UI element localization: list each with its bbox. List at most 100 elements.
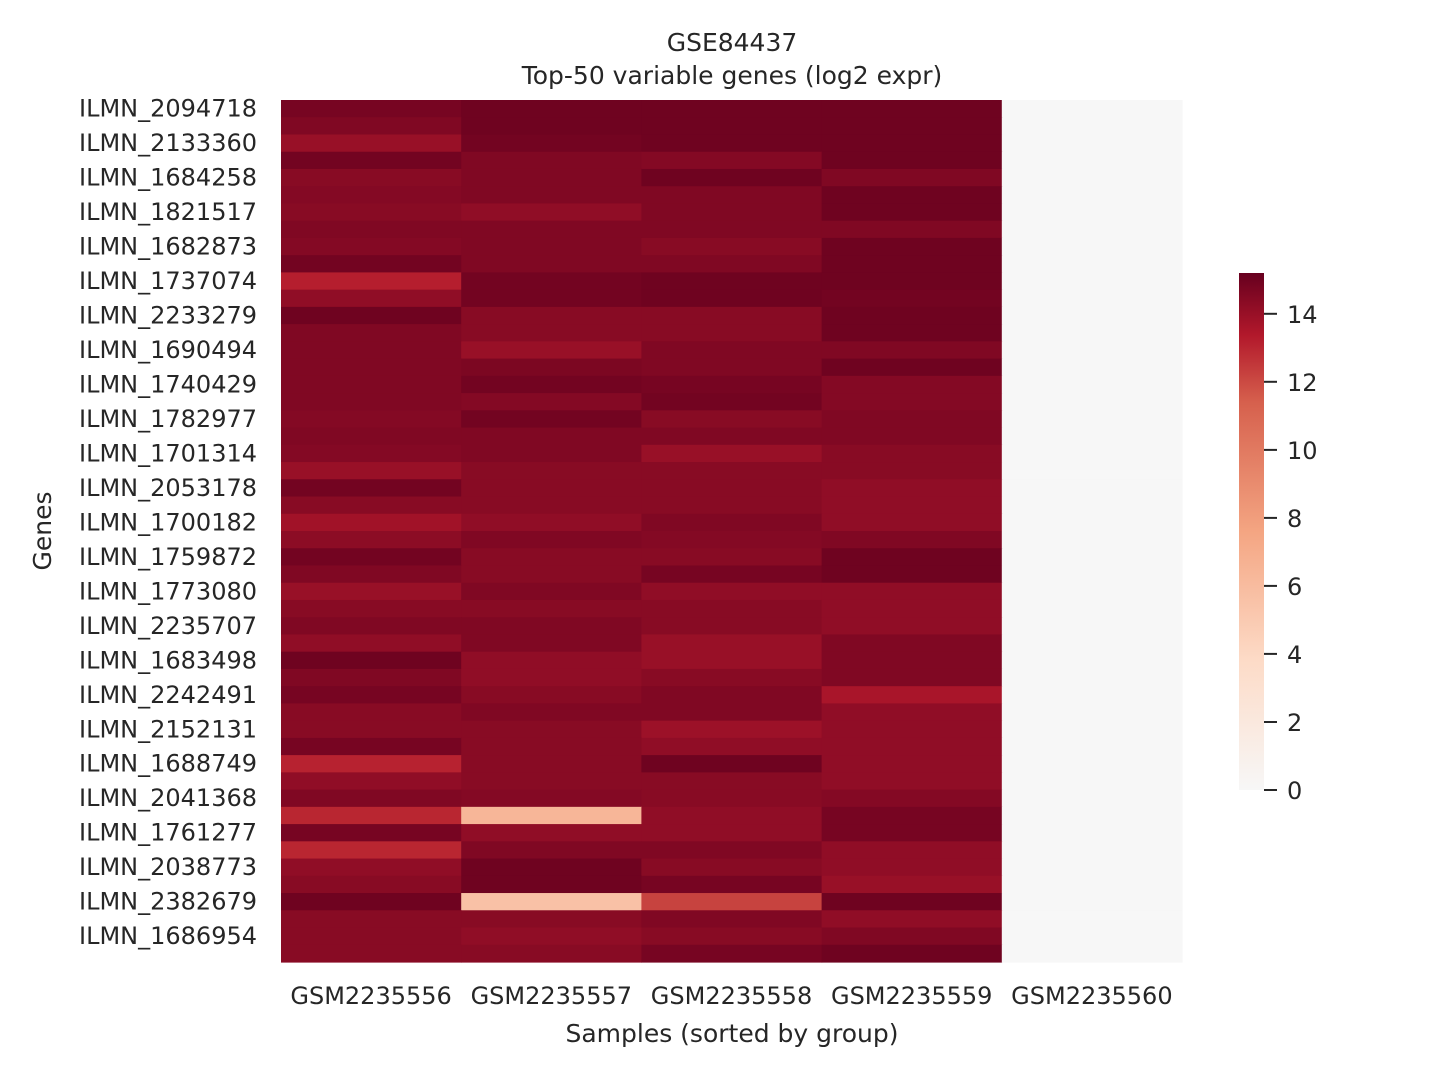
- heatmap-cell: [1001, 479, 1183, 498]
- y-tick-label: ILMN_1690494: [79, 336, 257, 364]
- heatmap-cell: [821, 462, 1003, 480]
- heatmap-cell: [461, 755, 642, 773]
- heatmap-cell: [641, 772, 823, 791]
- heatmap-cell: [641, 617, 823, 636]
- heatmap-cell: [641, 720, 823, 739]
- heatmap-cell: [461, 237, 642, 256]
- heatmap-cell: [641, 565, 823, 584]
- y-tick-label: ILMN_1700182: [79, 508, 257, 536]
- heatmap-cell: [281, 599, 462, 618]
- heatmap-cell: [641, 634, 823, 653]
- heatmap-cell: [1001, 893, 1183, 911]
- heatmap-cell: [1001, 703, 1183, 722]
- heatmap-cell: [461, 668, 642, 687]
- y-tick-label: ILMN_1759872: [79, 543, 257, 571]
- heatmap-cell: [821, 737, 1003, 756]
- heatmap-cell: [821, 893, 1003, 911]
- x-tick-labels: GSM2235556 GSM2235557 GSM2235558 GSM2235559…: [290, 982, 1172, 1010]
- heatmap-cell: [461, 824, 642, 842]
- heatmap-cell: [281, 410, 462, 429]
- heatmap-cell: [641, 910, 823, 929]
- y-tick-label: ILMN_2133360: [79, 129, 257, 157]
- heatmap-cell: [461, 737, 642, 756]
- heatmap-cell: [1001, 824, 1183, 842]
- heatmap-cell: [641, 479, 823, 498]
- heatmap-cell: [1001, 272, 1183, 291]
- heatmap-cell: [641, 237, 823, 256]
- heatmap-cell: [281, 824, 462, 842]
- heatmap-cell: [821, 789, 1003, 808]
- heatmap-cell: [641, 341, 823, 360]
- heatmap-cell: [1001, 151, 1183, 170]
- heatmap-cell: [1001, 513, 1183, 532]
- heatmap-cell: [641, 806, 823, 825]
- y-tick-label: ILMN_2053178: [79, 474, 257, 502]
- heatmap-cell: [461, 875, 642, 894]
- heatmap-cell: [641, 548, 823, 567]
- heatmap-cell: [1001, 599, 1183, 618]
- heatmap-cell: [1001, 100, 1183, 118]
- heatmap-cell: [281, 220, 462, 239]
- heatmap-cell: [281, 151, 462, 170]
- heatmap-cell: [461, 634, 642, 653]
- heatmap-cell: [1001, 496, 1183, 515]
- heatmap-cell: [1001, 462, 1183, 480]
- heatmap-cell: [281, 462, 462, 480]
- heatmap-cell: [461, 444, 642, 463]
- heatmap-cell: [281, 100, 462, 118]
- heatmap-cell: [641, 375, 823, 394]
- heatmap-cell: [281, 117, 462, 136]
- heatmap-cell: [641, 289, 823, 308]
- x-tick-label: GSM2235559: [831, 982, 992, 1010]
- heatmap-cell: [281, 841, 462, 860]
- heatmap-cell: [821, 548, 1003, 567]
- heatmap-cell: [641, 427, 823, 446]
- heatmap-cell: [281, 634, 462, 653]
- heatmap-cell: [281, 703, 462, 722]
- heatmap-cell: [281, 324, 462, 342]
- heatmap-cell: [641, 531, 823, 549]
- heatmap-cell: [461, 427, 642, 446]
- y-tick-label: ILMN_1686954: [79, 922, 257, 950]
- heatmap-cell: [1001, 668, 1183, 687]
- heatmap-cell: [281, 617, 462, 636]
- heatmap-cell: [1001, 582, 1183, 601]
- heatmap-cell: [281, 875, 462, 894]
- heatmap-cell: [281, 341, 462, 360]
- heatmap-cell: [821, 668, 1003, 687]
- heatmap-cell: [821, 651, 1003, 670]
- heatmap-cell: [821, 496, 1003, 515]
- heatmap-cell: [1001, 341, 1183, 360]
- heatmap-cell: [641, 255, 823, 273]
- colorbar-tick-label: 2: [1287, 709, 1302, 737]
- heatmap-cell: [461, 910, 642, 929]
- heatmap-cell: [641, 599, 823, 618]
- heatmap-cell: [821, 324, 1003, 342]
- heatmap-cell: [821, 427, 1003, 446]
- heatmap-cell: [281, 720, 462, 739]
- heatmap-cell: [281, 910, 462, 929]
- heatmap-cell: [281, 289, 462, 308]
- heatmap-cell: [821, 531, 1003, 549]
- heatmap-cell: [641, 168, 823, 187]
- heatmap-cell: [281, 548, 462, 567]
- heatmap-cell: [281, 806, 462, 825]
- heatmap-cell: [461, 599, 642, 618]
- heatmap-cell: [281, 496, 462, 515]
- heatmap-cell: [821, 100, 1003, 118]
- heatmap-cell: [821, 824, 1003, 842]
- colorbar-tick-label: 12: [1287, 369, 1318, 397]
- heatmap-cell: [641, 100, 823, 118]
- heatmap-cell: [1001, 806, 1183, 825]
- heatmap-cell: [1001, 755, 1183, 773]
- heatmap-cell: [281, 565, 462, 584]
- heatmap-cell: [1001, 634, 1183, 653]
- colorbar-tick-label: 10: [1287, 437, 1318, 465]
- heatmap-cell: [1001, 737, 1183, 756]
- heatmap-cell: [641, 306, 823, 325]
- heatmap-cell: [281, 134, 462, 153]
- heatmap-cell: [461, 117, 642, 136]
- x-tick-label: GSM2235556: [290, 982, 451, 1010]
- colorbar-tick-label: 6: [1287, 573, 1302, 601]
- heatmap-cell: [821, 134, 1003, 153]
